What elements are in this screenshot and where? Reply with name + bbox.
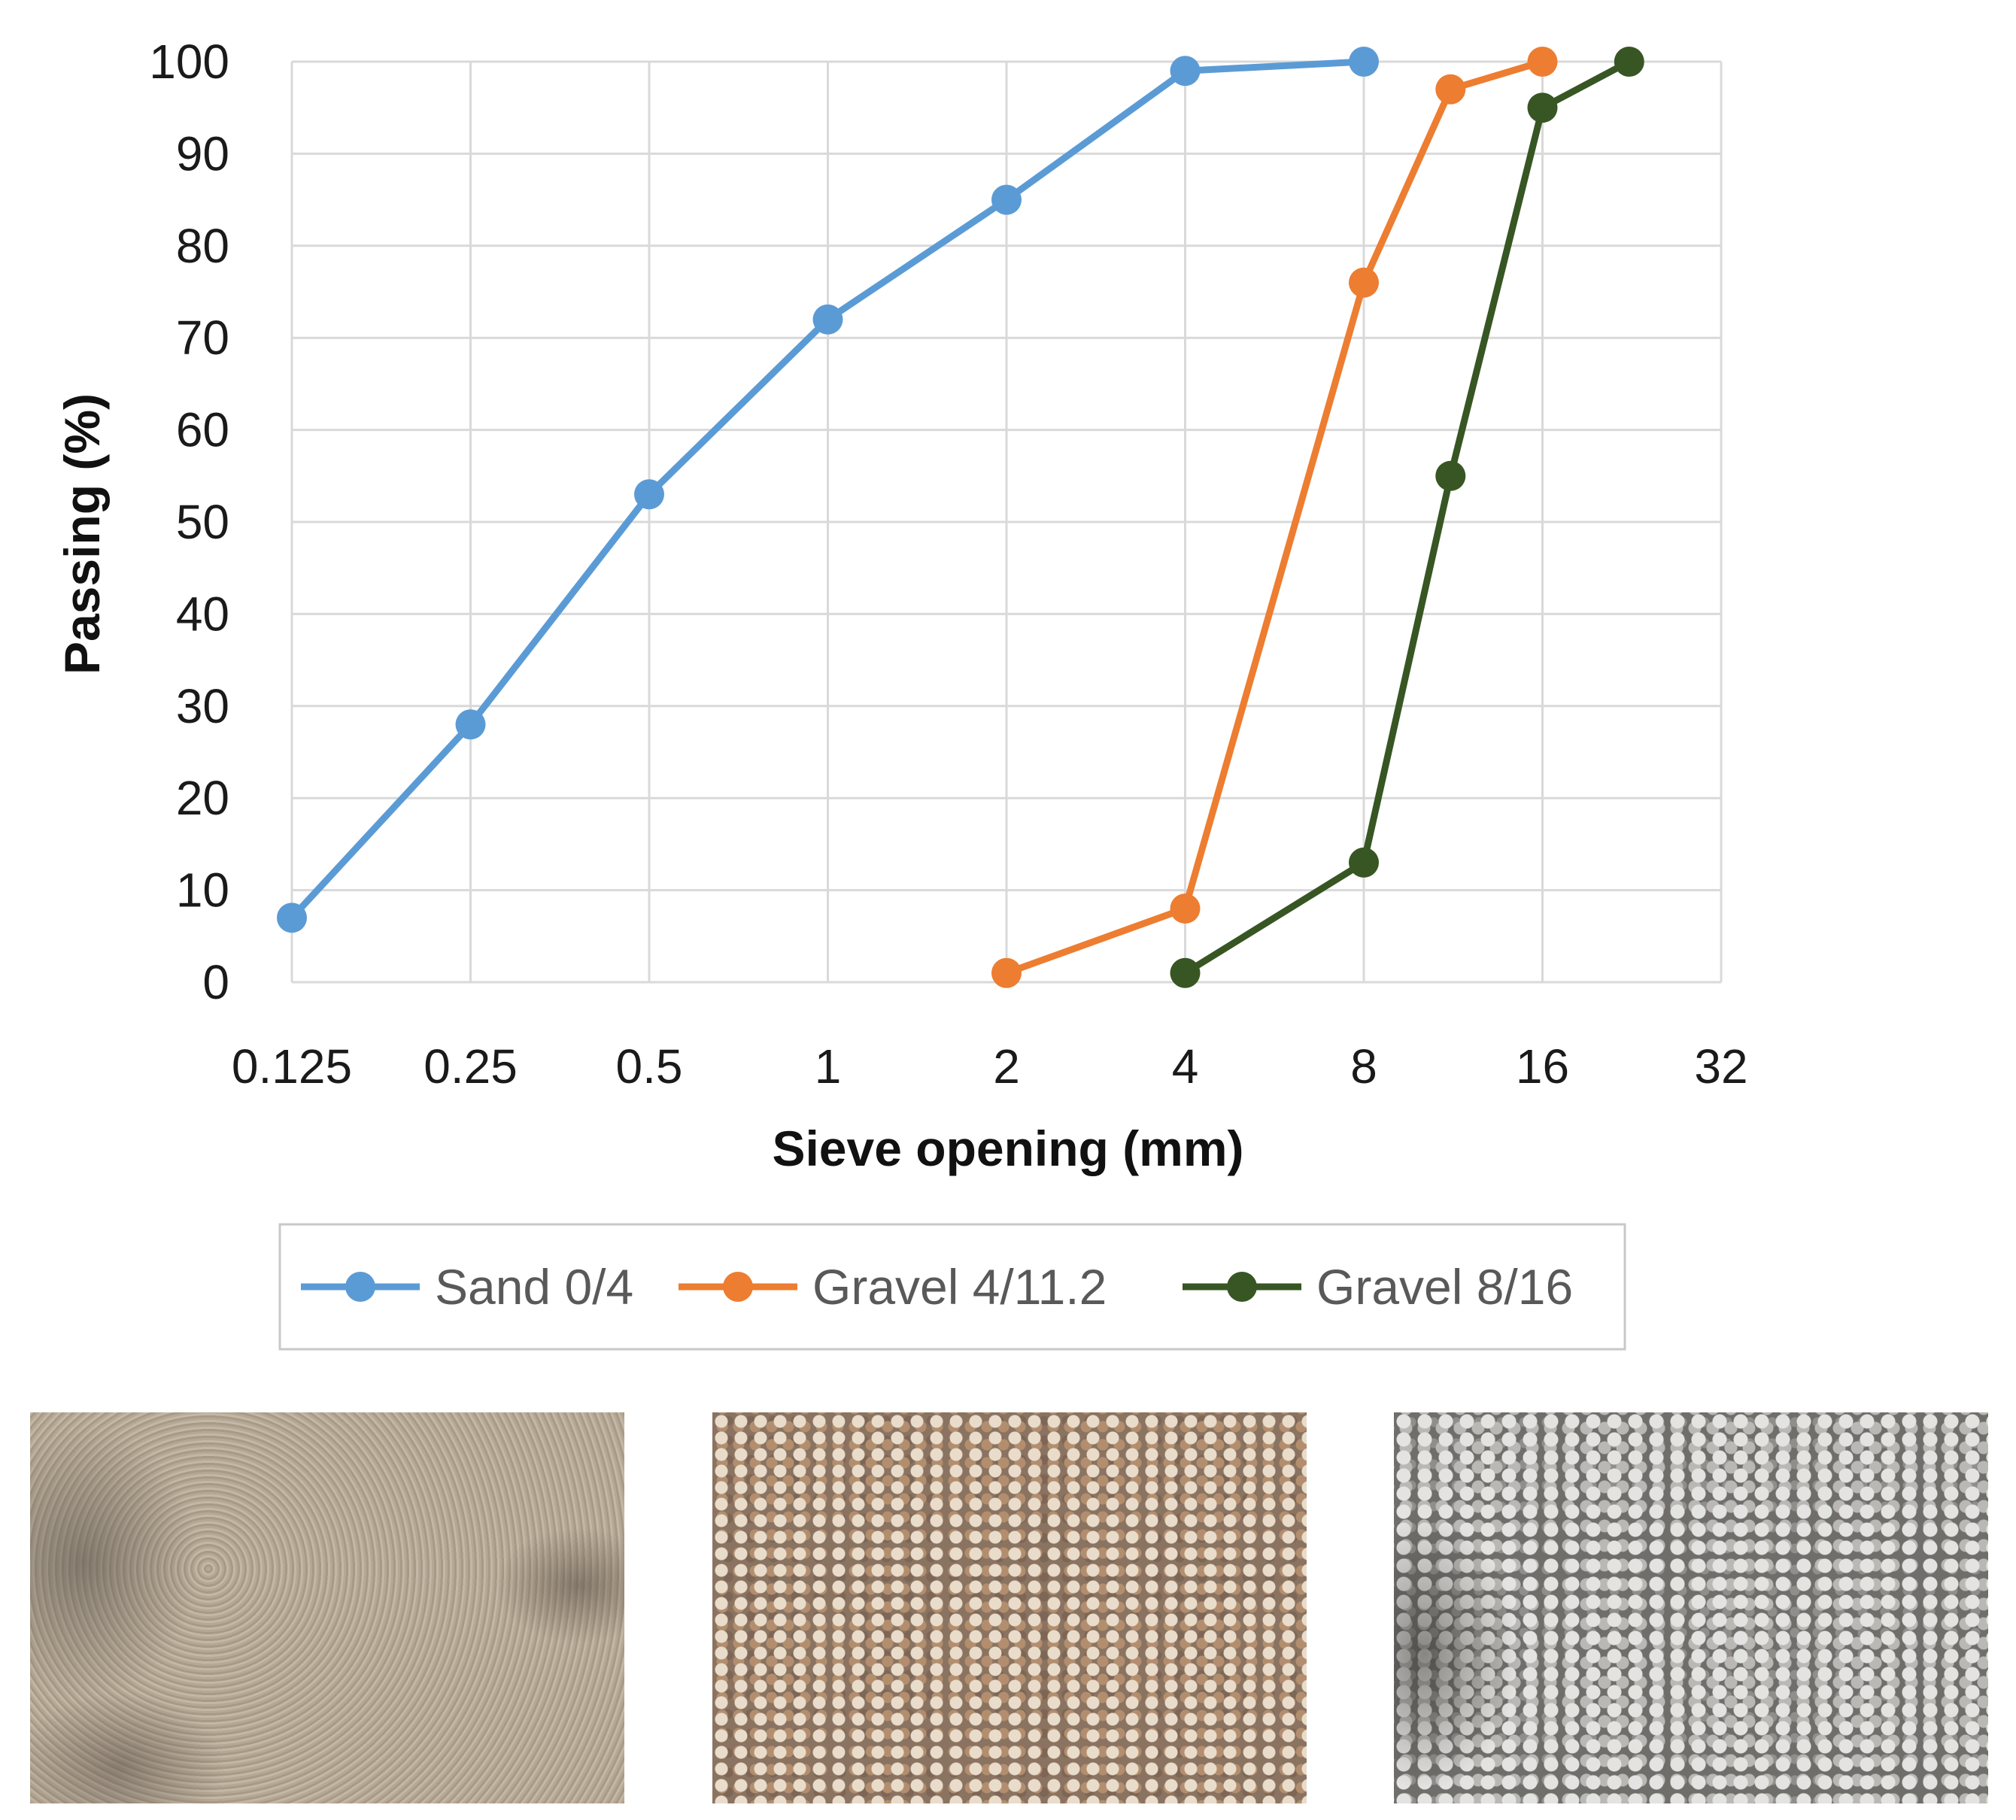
legend-marker — [345, 1272, 375, 1302]
x-tick-label: 1 — [815, 1039, 842, 1094]
legend-label: Sand 0/4 — [435, 1259, 633, 1315]
y-tick-label: 50 — [176, 495, 229, 549]
data-point — [812, 304, 843, 335]
series-line — [1005, 58, 1544, 977]
y-tick-label: 40 — [176, 587, 229, 641]
legend-marker — [723, 1272, 753, 1302]
data-point — [1349, 47, 1379, 77]
data-point — [1435, 460, 1466, 491]
y-tick-label: 60 — [176, 403, 229, 457]
data-point — [1349, 267, 1379, 298]
gravel-8-16-photo — [1394, 1412, 1988, 1803]
x-tick-label: 8 — [1350, 1039, 1377, 1094]
y-axis-title: Passing (%) — [54, 393, 110, 675]
x-tick-label: 4 — [1172, 1039, 1199, 1094]
data-point — [455, 709, 486, 740]
legend-label: Gravel 4/11.2 — [812, 1259, 1107, 1315]
data-point — [1349, 847, 1379, 878]
y-tick-label: 90 — [176, 126, 229, 180]
chart-legend: Sand 0/4 Gravel 4/11.2 Gravel 8/16 — [278, 1223, 1626, 1351]
series-0 — [277, 47, 1379, 933]
data-point — [1170, 957, 1201, 988]
x-tick-label: 0.5 — [616, 1039, 683, 1094]
chart-gridlines — [290, 60, 1723, 984]
x-tick-label: 32 — [1694, 1039, 1747, 1094]
data-point — [277, 902, 307, 933]
sand-photo — [30, 1412, 624, 1803]
y-tick-label: 100 — [149, 35, 229, 89]
x-tick-label: 0.25 — [424, 1039, 518, 1094]
y-tick-label: 70 — [176, 311, 229, 365]
data-point — [1435, 74, 1466, 105]
series-1 — [991, 47, 1558, 988]
data-point — [1170, 893, 1201, 924]
x-tick-label: 2 — [993, 1039, 1020, 1094]
x-axis-title: Sieve opening (mm) — [772, 1121, 1243, 1176]
data-point — [991, 184, 1022, 215]
data-point — [991, 957, 1022, 988]
legend-marker — [1227, 1272, 1257, 1302]
x-tick-label: 0.125 — [232, 1039, 352, 1094]
y-tick-label: 20 — [176, 771, 229, 825]
data-point — [1170, 56, 1201, 86]
legend-label: Gravel 8/16 — [1316, 1259, 1573, 1315]
y-tick-label: 10 — [176, 863, 229, 918]
y-tick-label: 30 — [176, 679, 229, 733]
series-line — [1183, 59, 1631, 976]
data-point — [634, 479, 664, 510]
y-axis-ticks: 0 10 20 30 40 50 60 70 80 90 100 — [149, 35, 229, 1009]
data-point — [1527, 93, 1558, 123]
legend-box — [278, 1223, 1626, 1351]
chart-series — [277, 47, 1644, 988]
data-point — [1614, 47, 1644, 77]
gravel-4-11-photo — [712, 1412, 1307, 1803]
x-axis-ticks: 0.125 0.25 0.5 1 2 4 8 16 32 — [232, 1039, 1748, 1094]
data-point — [1527, 47, 1558, 77]
x-tick-label: 16 — [1516, 1039, 1569, 1094]
series-2 — [1170, 47, 1644, 988]
y-tick-label: 80 — [176, 219, 229, 273]
grading-chart: 0 10 20 30 40 50 60 70 80 90 100 0.125 0.25 0.5 1 2 4 8 1… — [54, 35, 1748, 1351]
y-tick-label: 0 — [202, 955, 229, 1009]
